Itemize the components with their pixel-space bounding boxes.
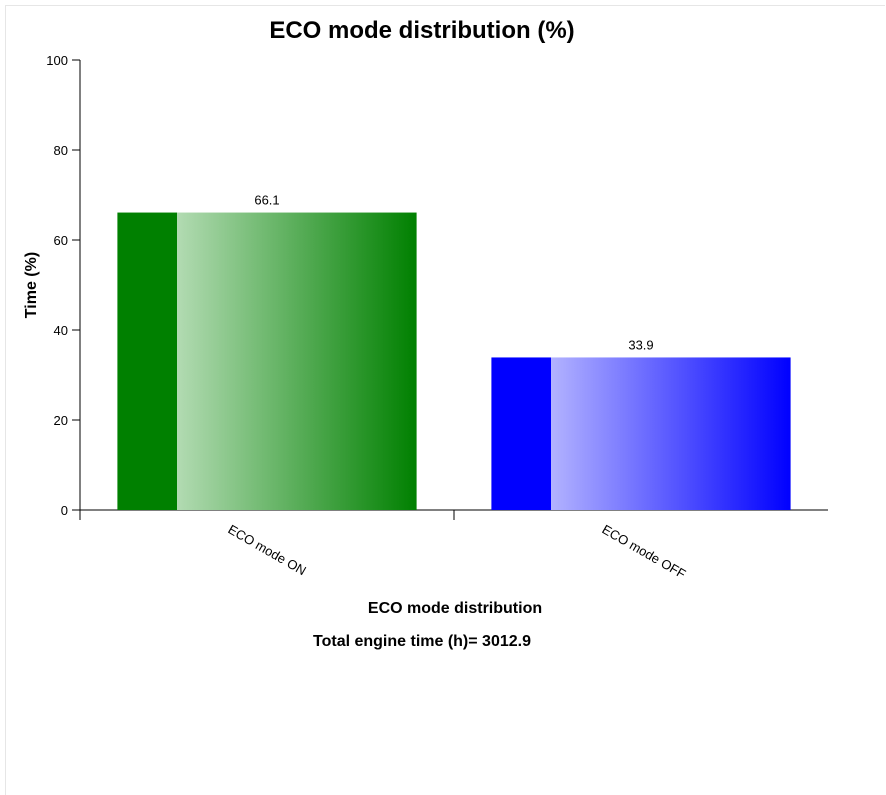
y-axis-label: Time (%)	[23, 252, 40, 318]
footer-total-engine-time: Total engine time (h)= 3012.9	[313, 633, 531, 650]
bar	[117, 212, 417, 511]
y-tick-label: 0	[61, 503, 68, 518]
plot-area: 0 20 40 60 80 100 66.1 ECO mode ON 33.9 ECO mode …	[46, 53, 828, 582]
bar	[491, 357, 791, 510]
x-category-label: ECO mode OFF	[600, 522, 689, 582]
y-tick-label: 20	[54, 413, 68, 428]
bar-value-label: 33.9	[628, 337, 653, 352]
x-axis-label: ECO mode distribution	[368, 600, 542, 617]
bar-value-label: 66.1	[254, 193, 279, 208]
chart-frame	[5, 5, 885, 795]
y-tick-label: 40	[54, 323, 68, 338]
x-category-label: ECO mode ON	[226, 522, 309, 579]
y-tick-label: 100	[46, 53, 68, 68]
y-tick-label: 60	[54, 233, 68, 248]
y-tick-label: 80	[54, 143, 68, 158]
chart-title: ECO mode distribution (%)	[269, 17, 574, 44]
